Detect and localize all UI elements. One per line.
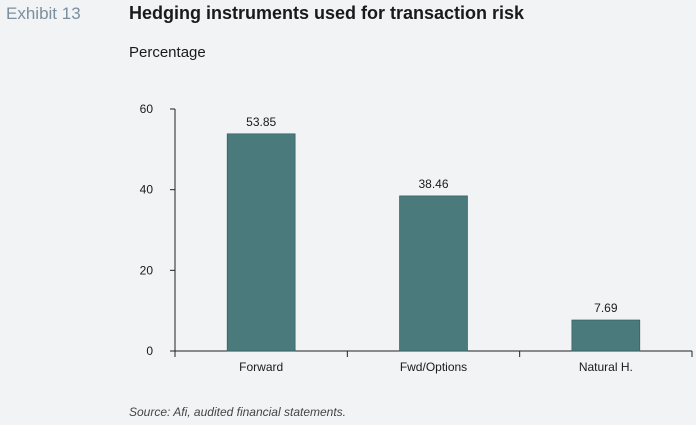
- data-label: 7.69: [594, 301, 618, 315]
- chart-title: Hedging instruments used for transaction…: [129, 3, 525, 23]
- y-tick-label: 0: [146, 344, 153, 358]
- x-tick-label: Natural H.: [579, 360, 633, 374]
- y-tick-label: 40: [140, 183, 154, 197]
- data-label: 53.85: [246, 115, 276, 129]
- bar-fwd-options: [399, 195, 468, 352]
- bar-natural-h: [571, 319, 641, 352]
- exhibit-label: Exhibit 13: [6, 4, 81, 23]
- source-note: Source: Afi, audited financial statement…: [129, 405, 347, 419]
- data-label: 38.46: [418, 177, 448, 191]
- y-axis-unit-label: Percentage: [129, 44, 206, 61]
- y-tick-label: 20: [140, 263, 154, 277]
- x-tick-label: Fwd/Options: [400, 360, 467, 374]
- bar-forward: [226, 133, 296, 352]
- x-tick-label: Forward: [239, 360, 283, 374]
- y-tick-label: 60: [140, 102, 154, 116]
